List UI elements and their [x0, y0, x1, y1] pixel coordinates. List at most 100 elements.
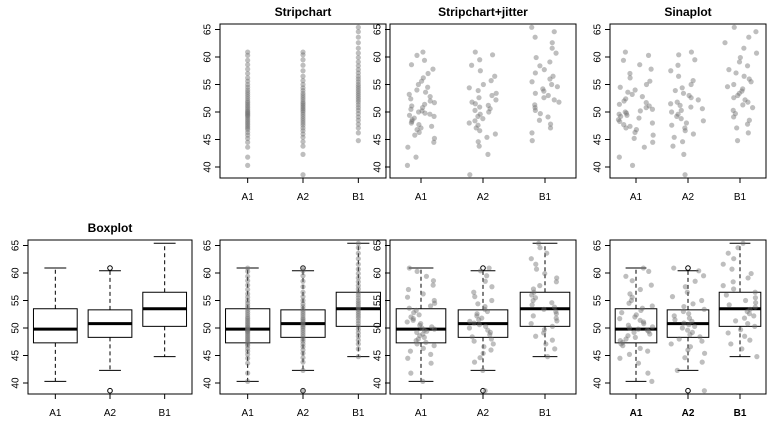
data-point: [245, 317, 251, 323]
data-point: [533, 266, 540, 272]
data-point: [648, 66, 654, 72]
data-point: [431, 343, 437, 349]
data-point: [405, 144, 411, 150]
data-point: [420, 75, 426, 81]
data-point: [723, 292, 729, 298]
data-point: [649, 106, 656, 112]
data-point: [245, 370, 251, 376]
data-point: [410, 316, 416, 322]
y-tick-label: 65: [373, 24, 384, 36]
data-point: [245, 333, 251, 339]
data-point: [682, 284, 688, 290]
data-point: [407, 348, 414, 354]
data-point: [740, 86, 746, 92]
data-point: [529, 138, 535, 144]
data-point: [300, 303, 306, 310]
data-point: [475, 87, 481, 94]
chart-title: Boxplot: [88, 221, 133, 235]
data-point: [355, 92, 361, 99]
data-point: [748, 79, 754, 85]
data-point: [355, 286, 361, 292]
data-point: [408, 106, 414, 112]
data-point: [532, 105, 538, 111]
data-point: [300, 347, 306, 353]
data-point: [300, 107, 306, 113]
data-point: [245, 326, 251, 332]
data-point: [553, 311, 559, 317]
data-point: [355, 59, 361, 65]
data-point: [629, 162, 636, 168]
x-tick-label: A2: [477, 192, 490, 203]
chart-panel-3: Sinaplot 40 45 50 55 60 65 A1 A2 B1: [593, 5, 767, 203]
points-A1: [404, 265, 438, 384]
data-point: [355, 289, 361, 295]
data-point: [300, 329, 306, 335]
data-point: [406, 265, 412, 271]
data-point: [686, 311, 692, 317]
data-point: [355, 346, 361, 352]
data-point: [483, 323, 489, 329]
data-point: [300, 388, 306, 394]
data-point: [300, 106, 306, 112]
data-point: [245, 101, 251, 107]
data-point: [355, 250, 361, 256]
data-point: [731, 256, 737, 262]
data-point: [245, 66, 251, 72]
data-point: [245, 314, 251, 320]
data-point: [742, 333, 748, 339]
x-tick-label: B1: [352, 192, 365, 203]
data-point: [406, 305, 412, 311]
data-point: [300, 350, 306, 356]
data-point: [300, 313, 306, 319]
data-point: [469, 334, 475, 340]
data-point: [425, 70, 431, 77]
data-point: [688, 95, 694, 101]
data-point: [737, 54, 743, 61]
data-point: [469, 99, 475, 105]
data-point: [731, 114, 737, 120]
data-point: [679, 85, 685, 91]
x-tick-label: A1: [630, 192, 643, 203]
data-point: [480, 116, 486, 122]
data-point: [668, 68, 674, 74]
data-point: [739, 346, 745, 352]
data-point: [422, 89, 429, 95]
data-point: [419, 108, 425, 114]
iqr-box: [225, 308, 271, 344]
chart-panel-6: 40 45 50 55 60 65 A1 A2 B1: [373, 239, 577, 419]
data-point: [752, 323, 758, 329]
data-point: [623, 336, 629, 342]
box-A1: [32, 267, 78, 382]
box-A1: [225, 267, 271, 382]
data-point: [355, 130, 361, 136]
data-point: [300, 325, 306, 331]
data-point: [547, 121, 554, 127]
data-point: [532, 295, 539, 301]
data-point: [627, 70, 633, 77]
data-point: [629, 278, 635, 284]
chart-panel-4: Boxplot 40 45 50 55 60 65 A1 A2 B1: [11, 221, 193, 419]
data-point: [300, 102, 306, 108]
data-point: [423, 273, 430, 279]
data-point: [625, 89, 631, 95]
data-point: [682, 355, 688, 361]
data-point: [492, 73, 498, 79]
data-point: [408, 314, 414, 320]
data-point: [626, 300, 632, 306]
data-point: [620, 57, 627, 63]
data-point: [405, 355, 411, 361]
data-point: [431, 326, 437, 332]
data-point: [543, 341, 549, 347]
data-point: [408, 120, 414, 126]
outlier-point: [685, 265, 691, 271]
data-point: [245, 120, 251, 126]
data-point: [355, 275, 361, 281]
data-point: [245, 87, 251, 93]
data-point: [631, 135, 637, 141]
data-point: [355, 313, 361, 319]
data-point: [245, 329, 251, 335]
data-point: [409, 117, 415, 123]
data-point: [418, 321, 424, 327]
data-point: [300, 355, 306, 361]
data-point: [731, 81, 737, 88]
